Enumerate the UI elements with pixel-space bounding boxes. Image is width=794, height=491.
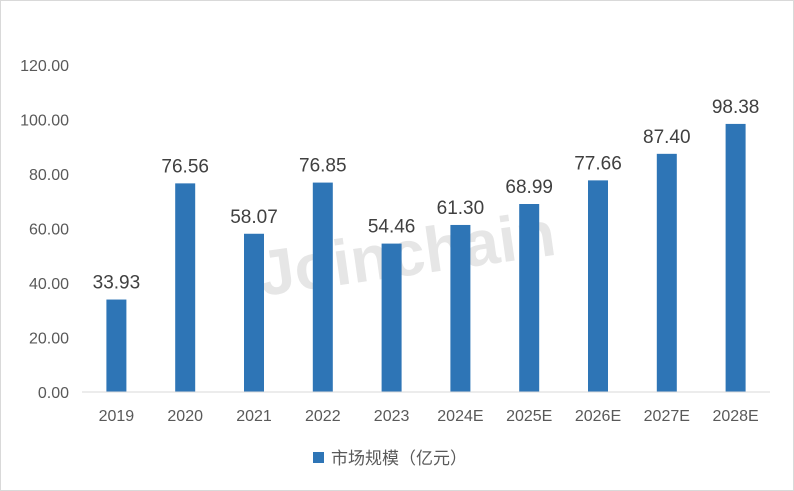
data-label: 58.07 bbox=[230, 207, 278, 228]
bar bbox=[175, 183, 196, 392]
legend-label: 市场规模（亿元） bbox=[331, 449, 467, 469]
y-axis: 0.00 20.00 40.00 60.00 80.00 100.00 120.00 bbox=[20, 58, 69, 402]
data-label: 76.85 bbox=[299, 156, 347, 177]
bar bbox=[381, 243, 402, 392]
x-tick-label: 2020 bbox=[167, 408, 203, 425]
x-tick-label: 2027E bbox=[644, 408, 690, 425]
x-tick-label: 2021 bbox=[236, 408, 272, 425]
bar bbox=[588, 180, 608, 392]
x-tick-label: 2026E bbox=[575, 408, 621, 425]
bar bbox=[725, 123, 746, 393]
y-tick-label: 100.00 bbox=[20, 113, 69, 130]
y-tick-label: 40.00 bbox=[29, 276, 69, 293]
bar bbox=[244, 233, 264, 392]
x-tick-label: 2019 bbox=[99, 408, 135, 425]
y-tick-label: 60.00 bbox=[29, 222, 69, 239]
data-label: 54.46 bbox=[368, 217, 416, 238]
data-label: 77.66 bbox=[574, 153, 622, 174]
data-label: 76.56 bbox=[161, 156, 209, 177]
y-tick-label: 20.00 bbox=[29, 331, 69, 348]
data-label: 61.30 bbox=[437, 198, 485, 219]
data-label: 68.99 bbox=[505, 177, 553, 198]
y-tick-label: 0.00 bbox=[38, 385, 69, 402]
data-label: 33.93 bbox=[93, 273, 141, 294]
bar bbox=[312, 182, 333, 392]
x-axis: 2019 2020 2021 2022 2023 2024E 2025E 2026E 2027E… bbox=[99, 408, 759, 425]
x-tick-label: 2028E bbox=[712, 408, 758, 425]
legend: 市场规模（亿元） bbox=[313, 449, 467, 469]
data-label: 98.38 bbox=[712, 97, 760, 118]
bar bbox=[519, 204, 540, 392]
data-label: 87.40 bbox=[643, 127, 691, 148]
bar bbox=[450, 224, 471, 392]
bar bbox=[656, 153, 677, 392]
bars bbox=[106, 123, 746, 393]
x-tick-label: 2023 bbox=[374, 408, 410, 425]
y-tick-label: 80.00 bbox=[29, 167, 69, 184]
data-labels: 33.93 76.56 58.07 76.85 54.46 61.30 68.99 77.66… bbox=[93, 97, 760, 294]
watermark: Joinchain bbox=[254, 197, 560, 310]
legend-swatch bbox=[313, 452, 324, 463]
bar bbox=[106, 299, 127, 392]
y-tick-label: 120.00 bbox=[20, 58, 69, 75]
x-tick-label: 2025E bbox=[506, 408, 552, 425]
x-tick-label: 2024E bbox=[437, 408, 483, 425]
x-tick-label: 2022 bbox=[305, 408, 341, 425]
